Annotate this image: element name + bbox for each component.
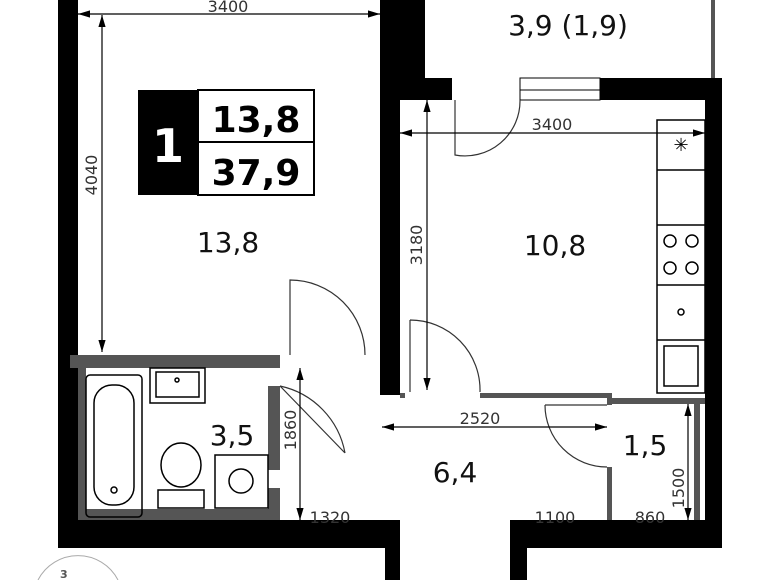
snowflake-icon: ✳ (673, 135, 688, 156)
exterior-walls (58, 0, 722, 580)
bathroom-walls (70, 355, 280, 520)
dimension-lines (78, 10, 705, 529)
floor-number: 3 (60, 568, 68, 580)
dim-hall-length: 1860 (281, 410, 300, 451)
living-area: 13,8 (212, 100, 301, 141)
bathtub-icon (85, 374, 143, 518)
total-area: 37,9 (212, 153, 301, 194)
kitchen-window (519, 77, 601, 101)
rooms-count: 1 (152, 119, 184, 173)
room-area-kitchen: 10,8 (524, 229, 586, 262)
dim-bath-door-offset: 1320 (310, 508, 351, 527)
dim-living-length: 4040 (82, 155, 101, 196)
kitchen-units: ✳ (656, 119, 706, 394)
floor-indicator: 3 (37, 555, 119, 580)
room-area-hallway: 6,4 (433, 456, 478, 489)
bathroom-fixtures (85, 367, 269, 518)
dim-kitchen-length: 3180 (407, 225, 426, 266)
room-area-bathroom: 3,5 (210, 419, 255, 452)
dim-wc-width: 860 (635, 508, 666, 527)
dim-kitchen-width: 3400 (532, 115, 573, 134)
dim-wc-length: 1500 (669, 468, 688, 509)
room-area-wc: 1,5 (623, 429, 668, 462)
dim-living-width: 3400 (208, 0, 249, 16)
toilet-icon (160, 442, 202, 488)
washing-machine-icon (214, 454, 269, 509)
sink-icon (149, 367, 206, 404)
doors (279, 99, 608, 468)
room-area-living: 13,8 (197, 226, 259, 259)
dim-entry-offset: 1100 (535, 508, 576, 527)
room-area-balcony: 3,9 (1,9) (508, 9, 628, 42)
apartment-badge: 1 13,8 37,9 (138, 89, 315, 196)
partitions (400, 392, 705, 520)
dim-hall-width: 2520 (460, 409, 501, 428)
